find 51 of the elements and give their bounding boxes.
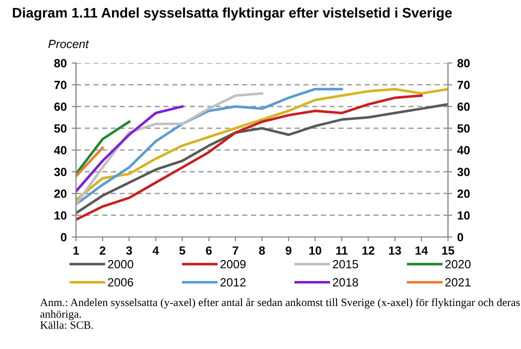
x-tick-label: 7 [232,246,238,255]
legend-label: 2020 [445,260,471,268]
y-tick-label: 60 [54,102,66,111]
chart-title: Diagram 1.11 Andel sysselsatta flyktingar efter vistelsetid i Sverige [12,7,452,21]
x-tick-label: 15 [442,246,454,255]
legend-label: 2015 [332,260,358,268]
line-series [76,88,448,202]
y2-tick-label: 70 [458,80,470,90]
y-tick-label: 80 [54,59,66,68]
x-tick-label: 8 [259,246,265,255]
line-series [76,92,264,206]
legend-label: 2021 [445,278,470,286]
y2-tick-label: 40 [457,146,470,154]
y2-tick-label: 60 [457,102,470,111]
line-series [76,103,448,214]
legend-label: 2000 [108,260,134,268]
y-tick-label: 20 [54,190,66,198]
x-tick-label: 4 [152,246,159,255]
legend-label: 2018 [332,278,358,286]
x-tick-label: 1 [73,246,79,255]
legend-label: 2009 [220,260,246,268]
y-tick-label: 40 [54,146,66,154]
x-tick-label: 12 [362,246,374,255]
legend-label: 2006 [108,278,134,286]
text: Anm.: Andelen sysselsatta (y-axel) efter antal år sedan ankomst till Sverige (x-axel) för flyktingar och deras anhöriga. [40,298,520,320]
x-tick-label: 14 [416,246,428,255]
line-series [76,88,343,206]
y-tick-label: 0 [60,233,66,242]
y-tick-label: 50 [54,124,66,133]
line-series [76,94,423,221]
x-tick-label: 9 [286,246,292,255]
text: Källa: SCB. [40,321,93,329]
y2-tick-label: 0 [457,233,464,242]
x-tick-label: 2 [100,246,106,255]
y-axis-title: Procent [48,40,90,48]
y-tick-label: 10 [54,211,66,220]
x-tick-label: 3 [126,246,132,255]
x-tick-label: 5 [179,246,186,255]
x-tick-label: 6 [206,246,212,255]
legend-label: 2012 [220,278,246,286]
x-tick-label: 10 [309,246,322,255]
y-tick-label: 70 [54,80,66,90]
y2-tick-label: 50 [457,124,470,133]
y-tick-label: 30 [54,168,66,176]
y2-tick-label: 30 [457,168,470,176]
y2-tick-label: 20 [457,190,470,198]
y2-tick-label: 80 [457,59,470,68]
y2-tick-label: 10 [458,211,470,220]
line-series [76,105,184,193]
x-tick-label: 13 [389,246,401,255]
x-tick-label: 11 [336,246,348,255]
